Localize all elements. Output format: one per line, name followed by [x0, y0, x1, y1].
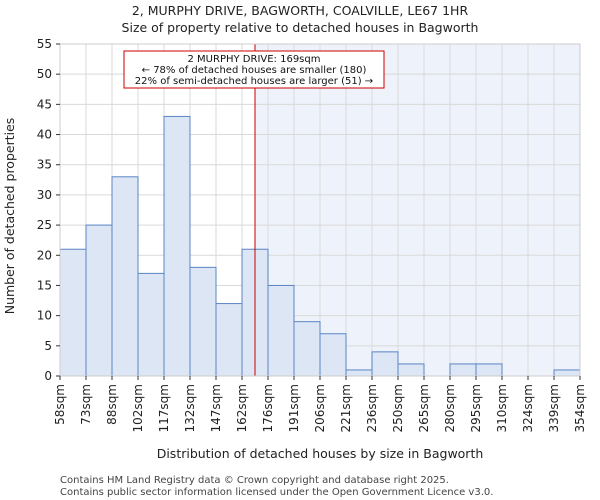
bar — [293, 321, 321, 377]
x-tick-label: 58sqm — [53, 384, 67, 425]
bar — [319, 333, 347, 377]
y-tick-label: 15 — [37, 278, 52, 292]
bar — [59, 248, 87, 377]
y-ticks: 0 5 10 15 20 25 30 35 40 45 50 55 — [37, 37, 60, 383]
bar — [111, 176, 139, 377]
bar — [215, 303, 243, 377]
x-tick-label: 265sqm — [417, 384, 431, 432]
x-tick-label: 354sqm — [573, 384, 587, 432]
y-tick-label: 45 — [37, 97, 52, 111]
x-tick-label: 236sqm — [365, 384, 379, 432]
footer-line: Contains HM Land Registry data © Crown c… — [60, 475, 449, 486]
annotation-box — [123, 50, 385, 89]
x-tick-label: 117sqm — [157, 384, 171, 432]
y-tick-label: 30 — [37, 188, 52, 202]
y-tick-label: 40 — [37, 128, 52, 142]
bar — [189, 266, 217, 377]
bar — [449, 363, 477, 377]
x-tick-label: 221sqm — [339, 384, 353, 432]
y-tick-label: 50 — [37, 67, 52, 81]
y-tick-label: 5 — [44, 339, 52, 353]
bar — [397, 363, 425, 377]
bars — [59, 115, 581, 377]
y-tick-label: 25 — [37, 218, 52, 232]
x-tick-label: 102sqm — [131, 384, 145, 432]
annotation-line: 22% of semi-detached houses are larger (… — [135, 76, 373, 87]
x-ticks: 58sqm 73sqm 88sqm 102sqm 117sqm 132sqm 147sqm 1… — [53, 376, 587, 432]
bar — [85, 224, 113, 377]
x-tick-label: 147sqm — [209, 384, 223, 432]
x-tick-label: 162sqm — [235, 384, 249, 432]
bar — [475, 363, 503, 377]
x-tick-label: 250sqm — [391, 384, 405, 432]
x-tick-label: 295sqm — [469, 384, 483, 432]
x-tick-label: 339sqm — [547, 384, 561, 432]
annotation-line: 2 MURPHY DRIVE: 169sqm — [188, 54, 321, 65]
y-axis-label: Number of detached properties — [2, 118, 17, 315]
bar — [553, 369, 581, 377]
y-tick-label: 10 — [37, 309, 52, 323]
x-tick-label: 191sqm — [287, 384, 301, 432]
y-tick-label: 0 — [44, 369, 52, 383]
x-tick-label: 280sqm — [443, 384, 457, 432]
bar — [163, 115, 191, 377]
x-tick-label: 310sqm — [495, 384, 509, 432]
bar — [371, 351, 399, 377]
y-tick-label: 55 — [37, 37, 52, 51]
x-axis-label: Distribution of detached houses by size … — [157, 446, 484, 461]
x-tick-label: 88sqm — [105, 384, 119, 425]
x-tick-label: 324sqm — [521, 384, 535, 432]
x-tick-label: 206sqm — [313, 384, 327, 432]
chart-subtitle: Size of property relative to detached ho… — [122, 20, 479, 35]
x-tick-label: 176sqm — [261, 384, 275, 432]
y-tick-label: 35 — [37, 158, 52, 172]
marker-annotation: 2 MURPHY DRIVE: 169sqm ← 78% of detached… — [123, 50, 385, 89]
bar — [345, 369, 373, 377]
x-tick-label: 73sqm — [79, 384, 93, 425]
annotation-line: ← 78% of detached houses are smaller (18… — [142, 65, 367, 76]
bar — [137, 272, 165, 377]
x-tick-label: 132sqm — [183, 384, 197, 432]
chart-title: 2, MURPHY DRIVE, BAGWORTH, COALVILLE, LE… — [132, 3, 469, 18]
bar — [267, 284, 295, 377]
y-tick-label: 20 — [37, 248, 52, 262]
footer-line: Contains public sector information licen… — [60, 487, 493, 498]
highlight-region — [255, 44, 580, 376]
